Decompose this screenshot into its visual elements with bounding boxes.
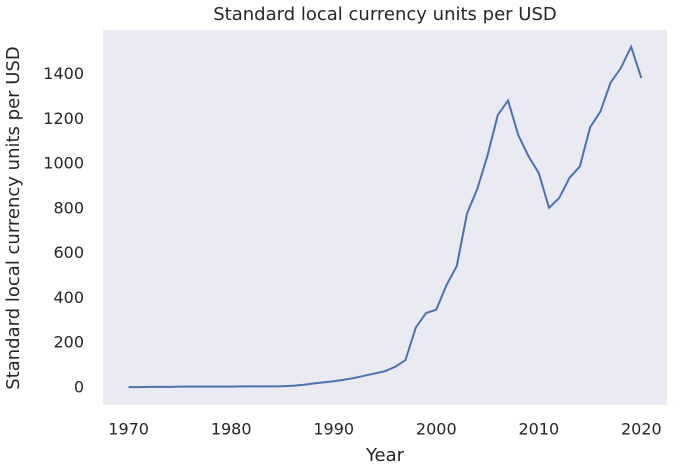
plot-area — [103, 30, 667, 405]
x-tick-label: 2000 — [416, 420, 457, 439]
x-axis-label: Year — [365, 445, 405, 466]
y-axis-label: Standard local currency units per USD — [3, 46, 24, 389]
line-series — [128, 44, 643, 389]
x-tick-label: 1990 — [313, 420, 354, 439]
y-tick-label: 600 — [53, 243, 84, 262]
x-tick-label: 2020 — [621, 420, 662, 439]
x-tick-label: 2010 — [518, 420, 559, 439]
y-tick-label: 1200 — [43, 109, 84, 128]
y-tick-label: 0 — [74, 377, 84, 396]
x-tick-label: 1980 — [211, 420, 252, 439]
chart-title: Standard local currency units per USD — [213, 4, 556, 25]
y-tick-label: 400 — [53, 288, 84, 307]
y-tick-label: 200 — [53, 333, 84, 352]
y-tick-label: 800 — [53, 198, 84, 217]
x-tick-label: 1970 — [108, 420, 149, 439]
y-tick-label: 1400 — [43, 64, 84, 83]
y-tick-label: 1000 — [43, 154, 84, 173]
